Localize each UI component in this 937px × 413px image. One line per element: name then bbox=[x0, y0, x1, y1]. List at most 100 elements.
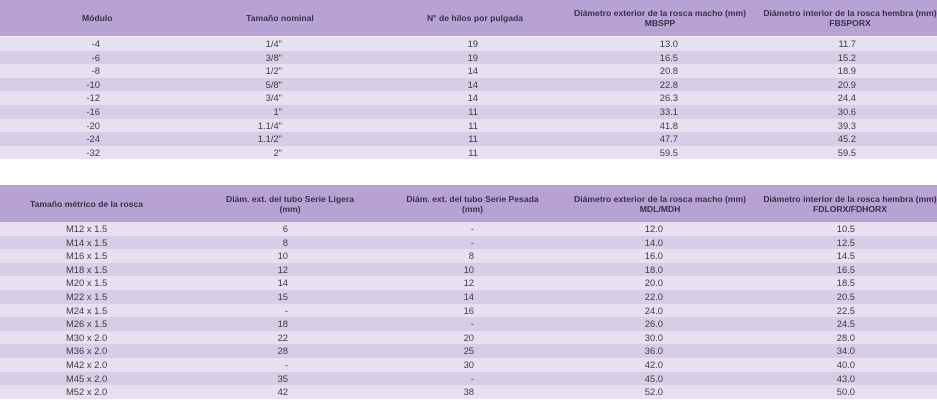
cell-diam-ext-macho: 26.0 bbox=[644, 318, 663, 330]
cell-modulo: -12 bbox=[86, 92, 100, 104]
cell-tamano-nominal: 1/2" bbox=[265, 65, 282, 77]
header-label: N° de hilos por pulgada bbox=[426, 13, 524, 23]
table-row: -24 1.1/2" 11 47.7 45.2 bbox=[0, 132, 937, 146]
cell-hilos-por-pulgada: 11 bbox=[468, 146, 478, 158]
header-diam-serie-pesada: Diám. ext. del tubo Serie Pesada (mm) bbox=[380, 185, 565, 222]
cell-diam-ext-macho: 16.0 bbox=[644, 250, 663, 262]
cell-diam-serie-ligera: 12 bbox=[277, 263, 288, 275]
table-row: M52 x 2.0 42 38 52.0 50.0 bbox=[0, 385, 937, 399]
table-row: M18 x 1.5 12 10 18.0 16.5 bbox=[0, 262, 937, 277]
cell-diam-int-hembra: 12.5 bbox=[836, 236, 855, 248]
header-sublabel: FBSPORX bbox=[829, 18, 871, 28]
cell-diam-ext-macho: 30.0 bbox=[644, 331, 663, 343]
cell-diam-serie-ligera: 6 bbox=[282, 223, 288, 234]
cell-diam-serie-ligera: 14 bbox=[277, 277, 288, 289]
cell-modulo: -6 bbox=[91, 51, 100, 63]
table-row: M30 x 2.0 22 20 30.0 28.0 bbox=[0, 330, 937, 345]
cell-diam-serie-pesada: - bbox=[470, 236, 474, 248]
cell-diam-ext-macho: 20.0 bbox=[644, 277, 663, 289]
cell-diam-serie-ligera: 22 bbox=[277, 331, 288, 343]
cell-tamano-metrico: M14 x 1.5 bbox=[66, 236, 108, 248]
cell-diam-int-hembra: 50.0 bbox=[836, 386, 855, 398]
cell-diam-ext-macho: 18.0 bbox=[644, 263, 663, 275]
header-label: Tamaño métrico de la rosca bbox=[30, 198, 144, 209]
cell-diam-int-hembra: 40.0 bbox=[836, 359, 855, 370]
header-diam-int-hembra: Diámetro interior de la rosca hembra (mm… bbox=[755, 185, 937, 222]
cell-diam-ext-macho: 42.0 bbox=[644, 359, 663, 370]
header-label: Diám. ext. del tubo Serie Ligera bbox=[226, 193, 354, 204]
cell-hilos-por-pulgada: 14 bbox=[467, 65, 478, 77]
cell-tamano-metrico: M36 x 2.0 bbox=[66, 345, 108, 357]
table-row: -4 1/4" 19 13.0 11.7 bbox=[0, 37, 937, 51]
cell-diam-serie-pesada: 12 bbox=[463, 277, 474, 289]
header-diam-ext-macho: Diámetro exterior de la rosca macho (mm)… bbox=[560, 0, 760, 36]
table-row: M20 x 1.5 14 12 20.0 18.5 bbox=[0, 276, 937, 290]
cell-diam-int-hembra: 14.5 bbox=[836, 250, 855, 262]
cell-diam-ext-macho: 59.5 bbox=[659, 146, 678, 158]
table-row: -6 3/8" 19 16.5 15.2 bbox=[0, 50, 937, 65]
cell-diam-serie-ligera: 18 bbox=[277, 318, 288, 330]
cell-diam-ext-macho: 14.0 bbox=[644, 236, 663, 248]
cell-diam-int-hembra: 15.2 bbox=[837, 51, 856, 63]
cell-diam-ext-macho: 41.8 bbox=[659, 119, 678, 131]
cell-diam-int-hembra: 20.9 bbox=[837, 78, 856, 90]
cell-diam-ext-macho: 45.0 bbox=[644, 372, 663, 384]
cell-diam-serie-pesada: 14 bbox=[463, 291, 474, 302]
table-row: -32 2" 11 59.5 59.5 bbox=[0, 145, 937, 160]
cell-hilos-por-pulgada: 14 bbox=[467, 92, 478, 104]
cell-diam-int-hembra: 34.0 bbox=[836, 345, 855, 357]
header-diam-ext-macho: Diámetro exterior de la rosca macho (mm)… bbox=[560, 185, 760, 222]
cell-diam-int-hembra: 24.5 bbox=[836, 318, 855, 330]
cell-diam-serie-ligera: 8 bbox=[282, 236, 288, 248]
table-header: Tamaño métrico de la rosca Diám. ext. del… bbox=[0, 185, 937, 222]
cell-tamano-nominal: 1/4" bbox=[265, 38, 282, 49]
cell-diam-serie-ligera: - bbox=[284, 304, 288, 316]
cell-tamano-nominal: 2" bbox=[273, 146, 282, 158]
cell-diam-serie-ligera: 10 bbox=[277, 250, 288, 262]
cell-diam-serie-pesada: 10 bbox=[463, 263, 474, 275]
table-row: -12 3/4" 14 26.3 24.4 bbox=[0, 91, 937, 105]
cell-diam-int-hembra: 39.3 bbox=[837, 119, 856, 131]
header-modulo: Módulo bbox=[82, 0, 142, 36]
cell-modulo: -10 bbox=[86, 78, 100, 90]
cell-diam-int-hembra: 11.7 bbox=[838, 38, 856, 49]
table-row: -10 5/8" 14 22.8 20.9 bbox=[0, 77, 937, 92]
table-row: M24 x 1.5 - 16 24.0 22.5 bbox=[0, 303, 937, 318]
cell-diam-serie-pesada: 20 bbox=[463, 331, 474, 343]
cell-hilos-por-pulgada: 11 bbox=[468, 119, 478, 131]
cell-tamano-nominal: 3/4" bbox=[265, 92, 282, 104]
header-tamano-metrico: Tamaño métrico de la rosca bbox=[30, 185, 190, 222]
header-label: Diámetro exterior de la rosca macho (mm) bbox=[574, 193, 746, 204]
cell-tamano-metrico: M22 x 1.5 bbox=[66, 291, 108, 302]
cell-hilos-por-pulgada: 11 bbox=[468, 106, 478, 117]
table-row: M42 x 2.0 - 30 42.0 40.0 bbox=[0, 358, 937, 372]
cell-hilos-por-pulgada: 19 bbox=[467, 51, 478, 63]
cell-tamano-nominal: 1" bbox=[273, 106, 282, 117]
cell-modulo: -20 bbox=[86, 119, 100, 131]
cell-diam-ext-macho: 33.1 bbox=[659, 106, 678, 117]
cell-diam-ext-macho: 22.8 bbox=[659, 78, 678, 90]
header-diam-serie-ligera: Diám. ext. del tubo Serie Ligera (mm) bbox=[190, 185, 390, 222]
cell-diam-serie-ligera: - bbox=[284, 359, 288, 370]
header-sublabel: (mm) bbox=[461, 203, 483, 214]
cell-diam-int-hembra: 16.5 bbox=[836, 263, 855, 275]
table-row: -16 1" 11 33.1 30.6 bbox=[0, 105, 937, 119]
header-diam-int-hembra: Diámetro interior de la rosca hembra (mm… bbox=[755, 0, 937, 36]
cell-diam-serie-ligera: 35 bbox=[277, 372, 288, 384]
cell-diam-int-hembra: 10.5 bbox=[836, 223, 855, 234]
cell-diam-int-hembra: 59.5 bbox=[837, 146, 856, 158]
header-label: Tamaño nominal bbox=[246, 13, 314, 23]
table-row: -8 1/2" 14 20.8 18.9 bbox=[0, 64, 937, 78]
cell-diam-serie-pesada: - bbox=[470, 318, 474, 330]
cell-modulo: -4 bbox=[91, 38, 100, 49]
cell-modulo: -24 bbox=[86, 133, 100, 145]
cell-diam-int-hembra: 20.5 bbox=[836, 291, 855, 302]
cell-tamano-metrico: M45 x 2.0 bbox=[66, 372, 108, 384]
cell-diam-serie-pesada: 38 bbox=[463, 386, 474, 398]
cell-diam-serie-pesada: 30 bbox=[463, 359, 474, 370]
table-row: M16 x 1.5 10 8 16.0 14.5 bbox=[0, 249, 937, 263]
header-label: Diámetro interior de la rosca hembra (mm… bbox=[763, 8, 937, 18]
cell-tamano-metrico: M12 x 1.5 bbox=[66, 223, 108, 234]
cell-diam-serie-ligera: 42 bbox=[277, 386, 288, 398]
cell-diam-int-hembra: 43.0 bbox=[836, 372, 855, 384]
